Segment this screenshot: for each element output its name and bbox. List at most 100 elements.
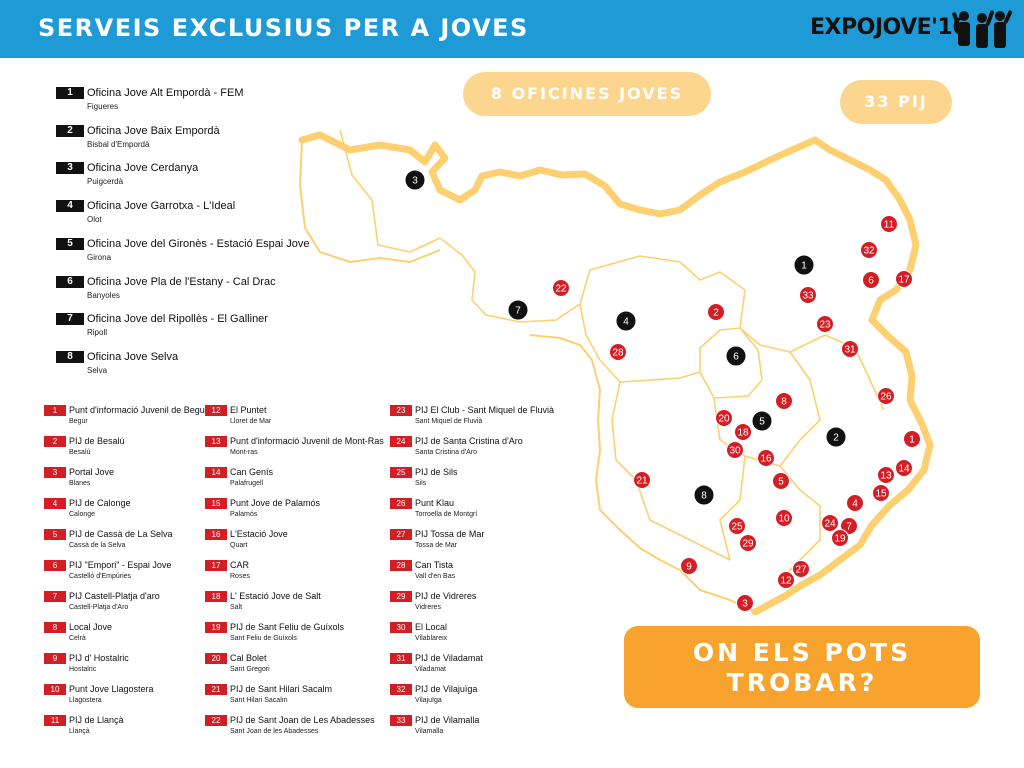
pij-map-marker: 4 [846, 494, 864, 512]
oficina-list-item: 3 Oficina Jove Cerdanya Puigcerdà [56, 161, 296, 197]
pij-number-badge: 10 [44, 684, 66, 695]
pij-number-badge: 29 [390, 591, 412, 602]
pij-name: PIJ d' Hostalric [69, 653, 129, 663]
pij-list-item: 13 Punt d'informació Juvenil de Mont-Ras M… [205, 435, 385, 465]
pij-name: Can Genís [230, 467, 274, 477]
pij-number-badge: 3 [44, 467, 66, 478]
pij-map-marker-dot [895, 270, 913, 288]
pij-list-item: 3 Portal Jove Blanes [44, 466, 224, 496]
pij-location: Cassà de la Selva [69, 542, 126, 549]
pij-number-badge: 1 [44, 405, 66, 416]
oficina-map-marker-label: 7 [515, 306, 521, 317]
oficina-map-marker-label: 2 [833, 433, 839, 444]
pij-location: Palamós [230, 511, 258, 518]
pij-map-marker-dot [609, 343, 627, 361]
pij-location: Quart [230, 542, 248, 549]
pij-map-marker-label: 8 [781, 397, 787, 408]
pij-name: PIJ de Vilajuïga [415, 684, 478, 694]
pij-map-marker: 10 [775, 509, 793, 527]
pij-location: Celrà [69, 635, 86, 642]
pij-list-item: 30 El Local Vilablareix [390, 621, 570, 651]
oficines-count-badge: 8 OFICINES JOVES [463, 72, 711, 116]
pij-location: Blanes [69, 480, 91, 487]
pij-list-item: 32 PIJ de Vilajuïga Vilajuïga [390, 683, 570, 713]
pij-number-badge: 14 [205, 467, 227, 478]
pij-map-marker-label: 29 [742, 539, 754, 550]
pij-number-badge: 18 [205, 591, 227, 602]
pij-map-marker-dot [734, 423, 752, 441]
pij-location: Llançà [69, 728, 90, 735]
pij-location: Vidreres [415, 604, 441, 611]
oficina-location: Girona [87, 252, 112, 262]
oficina-map-marker: 7 [507, 299, 529, 321]
pij-map-marker: 30 [726, 441, 744, 459]
pij-map-marker-dot [792, 560, 810, 578]
oficina-number-badge: 1 [56, 87, 84, 99]
pij-map-marker: 3 [736, 594, 754, 612]
pij-name: El Local [415, 622, 448, 632]
pij-name: PIJ de Calonge [69, 498, 131, 508]
pij-name: PIJ de Santa Cristina d'Aro [415, 436, 523, 446]
pij-list-item: 10 Punt Jove Llagostera Llagostera [44, 683, 224, 713]
pij-name: Punt Jove de Palamós [230, 498, 321, 508]
pij-map-marker-dot [775, 509, 793, 527]
pij-location: Hostalric [69, 666, 97, 673]
oficina-list-item: 7 Oficina Jove del Ripollès - El Galliner… [56, 312, 296, 348]
oficina-map-marker-dot [725, 345, 747, 367]
pij-map-marker-label: 11 [884, 220, 895, 231]
pij-map-marker-label: 19 [834, 534, 846, 545]
oficina-map-marker: 3 [404, 169, 426, 191]
oficina-map-marker-dot [507, 299, 529, 321]
pij-number-badge: 8 [44, 622, 66, 633]
pij-list-item: 31 PIJ de Viladamat Viladamat [390, 652, 570, 682]
pij-number-badge: 2 [44, 436, 66, 447]
oficina-map-marker-dot [693, 484, 715, 506]
pij-map-marker: 22 [552, 279, 570, 297]
pij-map-marker: 12 [777, 571, 795, 589]
pij-map-marker-label: 33 [802, 291, 814, 302]
pij-map-marker-dot [877, 466, 895, 484]
pij-list-item: 1 Punt d'informació Juvenil de Begur Begur [44, 404, 224, 434]
oficina-list-item: 1 Oficina Jove Alt Empordà - FEM Figueres [56, 86, 296, 122]
pij-number-badge: 30 [390, 622, 412, 633]
oficina-map-marker: 6 [725, 345, 747, 367]
pij-list-item: 24 PIJ de Santa Cristina d'Aro Santa Crist… [390, 435, 570, 465]
pij-map-marker: 32 [860, 241, 878, 259]
pij-name: Punt Jove Llagostera [69, 684, 154, 694]
oficina-map-marker-label: 5 [759, 417, 765, 428]
oficina-name: Oficina Jove del Gironès - Estació Espai… [87, 237, 310, 250]
pij-name: PIJ de Vilamalla [415, 715, 480, 725]
oficina-name: Oficina Jove Pla de l'Estany - Cal Drac [87, 275, 276, 288]
pij-map-marker: 24 [821, 514, 839, 532]
oficina-list-item: 5 Oficina Jove del Gironès - Estació Espa… [56, 237, 310, 273]
pij-map-marker-label: 32 [863, 246, 875, 257]
pij-list-item: 5 PIJ de Cassà de La Selva Cassà de la Sel… [44, 528, 224, 558]
pij-location: Sant Hilari Sacalm [230, 697, 288, 704]
pij-location: Castelló d'Empúries [69, 573, 132, 580]
pij-map-marker-label: 13 [880, 471, 892, 482]
pij-map-marker: 23 [816, 315, 834, 333]
oficina-location: Ripoll [87, 328, 108, 338]
pij-list-item: 19 PIJ de Sant Feliu de Guíxols Sant Feliu… [205, 621, 385, 651]
pij-number-badge: 13 [205, 436, 227, 447]
pij-map-marker-dot [707, 303, 725, 321]
pij-list-item: 25 PIJ de Sils Sils [390, 466, 570, 496]
pij-list-item: 20 Cal Bolet Sant Gregori [205, 652, 385, 682]
oficina-map-marker-label: 1 [801, 261, 807, 272]
pij-map-marker: 7 [840, 517, 858, 535]
pij-map-marker-label: 28 [612, 348, 624, 359]
pij-name: L' Estació Jove de Salt [230, 591, 321, 601]
oficina-map-marker-label: 3 [412, 176, 418, 187]
oficina-map-marker-dot [793, 254, 815, 276]
pij-number-badge: 9 [44, 653, 66, 664]
pij-list-item: 11 PIJ de Llançà Llançà [44, 714, 224, 744]
pij-location: Sant Gregori [230, 666, 270, 673]
pij-list-item: 9 PIJ d' Hostalric Hostalric [44, 652, 224, 682]
pij-map-marker-label: 6 [868, 276, 874, 287]
pij-number-badge: 20 [205, 653, 227, 664]
pij-name: Portal Jove [69, 467, 115, 477]
pij-map-marker-dot [633, 471, 651, 489]
pij-location: Vilablareix [415, 635, 448, 642]
